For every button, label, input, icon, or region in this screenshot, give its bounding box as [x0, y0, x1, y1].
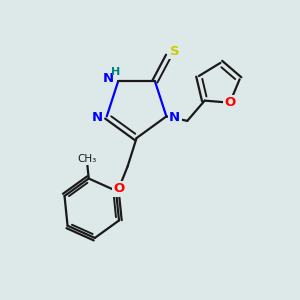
Text: O: O — [113, 182, 124, 195]
Text: N: N — [169, 111, 180, 124]
Text: CH₃: CH₃ — [77, 154, 96, 164]
Text: S: S — [169, 45, 179, 58]
Text: O: O — [224, 96, 236, 109]
Text: N: N — [103, 72, 114, 85]
Text: N: N — [92, 111, 103, 124]
Text: H: H — [111, 67, 121, 77]
